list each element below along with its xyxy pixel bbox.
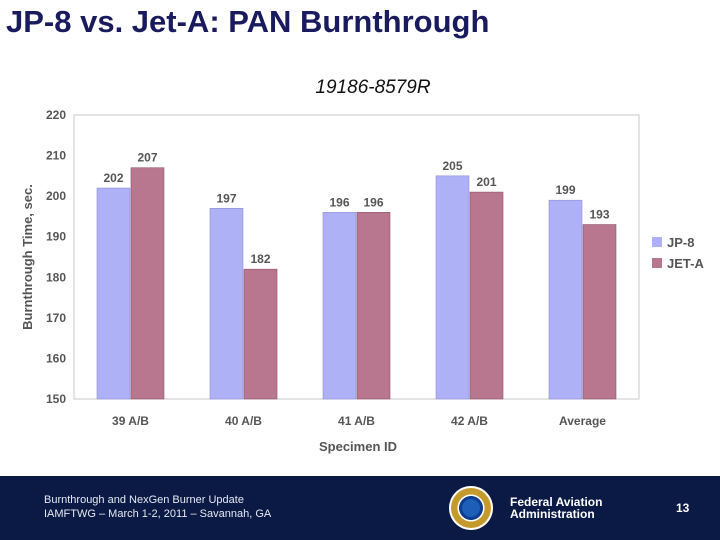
y-tick-label: 150 (46, 392, 66, 406)
x-tick-label: 41 A/B (338, 414, 375, 428)
x-tick-label: 39 A/B (112, 414, 149, 428)
data-label: 196 (329, 195, 349, 209)
bar-jet-a-4 (582, 224, 617, 400)
bar-jp-8-0 (96, 187, 131, 400)
faa-seal-icon (449, 486, 493, 530)
bar-jet-a-2 (356, 212, 391, 400)
data-label: 205 (442, 159, 462, 173)
x-axis-label: Specimen ID (319, 439, 397, 454)
footer-bar: Burnthrough and NexGen Burner Update IAM… (0, 476, 720, 540)
legend-swatch (652, 237, 662, 247)
data-label: 182 (250, 252, 270, 266)
footer-text: Burnthrough and NexGen Burner Update IAM… (44, 493, 271, 521)
bar-jp-8-2 (322, 212, 357, 400)
x-tick-label: 40 A/B (225, 414, 262, 428)
data-label: 199 (555, 183, 575, 197)
data-label: 197 (216, 191, 236, 205)
y-tick-label: 170 (46, 311, 66, 325)
bar-jp-8-3 (435, 175, 470, 400)
agency-line-2: Administration (510, 507, 595, 521)
agency-name: Federal Aviation Administration (510, 496, 602, 520)
legend-entry: JP-8 (667, 235, 694, 250)
x-tick-label: Average (559, 414, 606, 428)
data-label: 207 (137, 151, 157, 165)
y-tick-label: 200 (46, 189, 66, 203)
bar-jet-a-1 (243, 268, 278, 400)
y-tick-label: 180 (46, 270, 66, 284)
legend-entry: JET-A (667, 256, 704, 271)
data-label: 196 (363, 195, 383, 209)
bar-chart: 19186-8579R 150 160 170 180 190 200 210 220 202… (20, 77, 705, 454)
data-label: 193 (589, 208, 609, 222)
bar-jp-8-4 (548, 199, 583, 400)
data-label: 202 (103, 171, 123, 185)
y-tick-label: 210 (46, 149, 66, 163)
y-tick-label: 190 (46, 230, 66, 244)
y-axis-label: Burnthrough Time, sec. (20, 184, 35, 330)
bar-jet-a-3 (469, 191, 504, 400)
chart-title: 19186-8579R (315, 77, 430, 98)
page-number: 13 (676, 501, 690, 515)
bar-jp-8-1 (209, 208, 244, 400)
bar-jet-a-0 (130, 167, 165, 400)
y-tick-label: 160 (46, 351, 66, 365)
footer-line-2: IAMFTWG – March 1-2, 2011 – Savannah, GA (44, 508, 272, 520)
footer-line-1: Burnthrough and NexGen Burner Update (44, 494, 244, 506)
legend-swatch (652, 258, 662, 268)
plot-area (73, 114, 640, 400)
y-tick-label: 220 (46, 108, 66, 122)
data-label: 201 (476, 175, 496, 189)
slide-title: JP-8 vs. Jet-A: PAN Burnthrough (6, 4, 490, 39)
agency-line-1: Federal Aviation (510, 495, 603, 509)
x-tick-label: 42 A/B (451, 414, 488, 428)
